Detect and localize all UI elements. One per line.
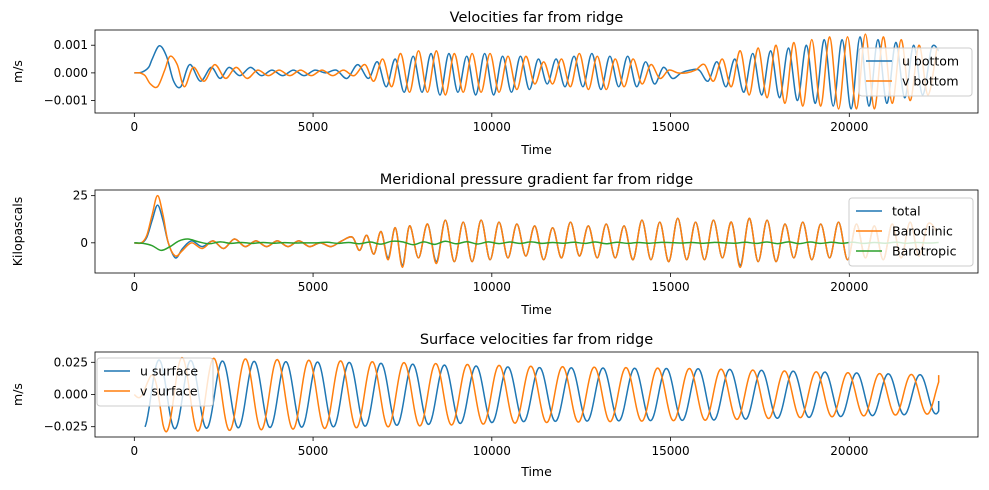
y-tick-label: 0.000 [54, 66, 88, 80]
x-tick-label: 15000 [651, 280, 689, 294]
x-tick-label: 5000 [298, 280, 329, 294]
axes-frame [94, 29, 979, 114]
legend-box [858, 47, 973, 97]
x-tick-label: 0 [131, 444, 139, 458]
x-tick-label: 15000 [651, 120, 689, 134]
x-tick-label: 10000 [473, 280, 511, 294]
series-line-u-bottom [134, 36, 940, 110]
x-axis-label: Time [520, 142, 552, 157]
legend-box [848, 197, 974, 267]
legend: u bottom v bottom [858, 47, 973, 97]
series-group [134, 33, 940, 110]
y-axis-label: Kilopascals [10, 197, 25, 266]
x-axis-label: Time [520, 464, 552, 479]
series-line-barotropic [134, 238, 939, 252]
x-axis-label: Time [520, 302, 552, 317]
y-axis-label: m/s [10, 383, 25, 406]
chart-title: Meridional pressure gradient far from ri… [380, 172, 693, 188]
y-tick-label: −0.025 [44, 420, 88, 434]
y-tick-label: 0.000 [54, 388, 88, 402]
x-tick-label: 20000 [830, 444, 868, 458]
x-tick-label: 15000 [651, 444, 689, 458]
legend: u surface v surface [96, 357, 214, 407]
series-line-v-bottom [134, 33, 938, 110]
y-tick-label: 0.001 [54, 38, 88, 52]
legend-label: u surface [140, 364, 198, 379]
series-line-u-surface [144, 359, 940, 430]
series-line-v-surface [133, 356, 940, 433]
x-tick-label: 5000 [298, 120, 329, 134]
legend-box [96, 357, 214, 407]
series-line-total [134, 204, 938, 267]
subplot-3: 0 5000 10000 15000 20000 0.025 0.000 −0.025 Surf… [10, 332, 979, 479]
x-tick-label: 0 [131, 120, 139, 134]
y-tick-label: −0.001 [44, 94, 88, 108]
y-axis-label: m/s [10, 60, 25, 83]
subplot-1: 0 5000 10000 15000 20000 0.001 0.000 −0.001 Velo… [10, 10, 979, 157]
chart-title: Velocities far from ridge [450, 10, 624, 26]
legend: total Baroclinic Barotropic [848, 197, 974, 267]
x-tick-label: 0 [131, 280, 139, 294]
chart-title: Surface velocities far from ridge [420, 332, 653, 348]
series-group [134, 194, 939, 269]
axes-frame [94, 351, 979, 438]
x-tick-label: 20000 [830, 280, 868, 294]
axes-frame [94, 189, 979, 274]
subplot-2: 0 5000 10000 15000 20000 25 0 Meridional pressu… [10, 172, 979, 317]
x-tick-label: 20000 [830, 120, 868, 134]
legend-label: Barotropic [892, 244, 957, 259]
legend-label: total [892, 204, 921, 219]
legend-label: u bottom [902, 54, 959, 69]
y-tick-label: 0 [80, 236, 88, 250]
x-tick-label: 5000 [298, 444, 329, 458]
legend-label: v surface [140, 384, 198, 399]
legend-label: v bottom [902, 74, 959, 89]
series-group [133, 356, 940, 433]
y-tick-label: 25 [73, 189, 88, 203]
x-tick-label: 10000 [473, 120, 511, 134]
x-tick-label: 10000 [473, 444, 511, 458]
legend-label: Baroclinic [892, 224, 953, 239]
y-tick-label: 0.025 [54, 355, 88, 369]
series-line-baroclinic [134, 194, 938, 269]
